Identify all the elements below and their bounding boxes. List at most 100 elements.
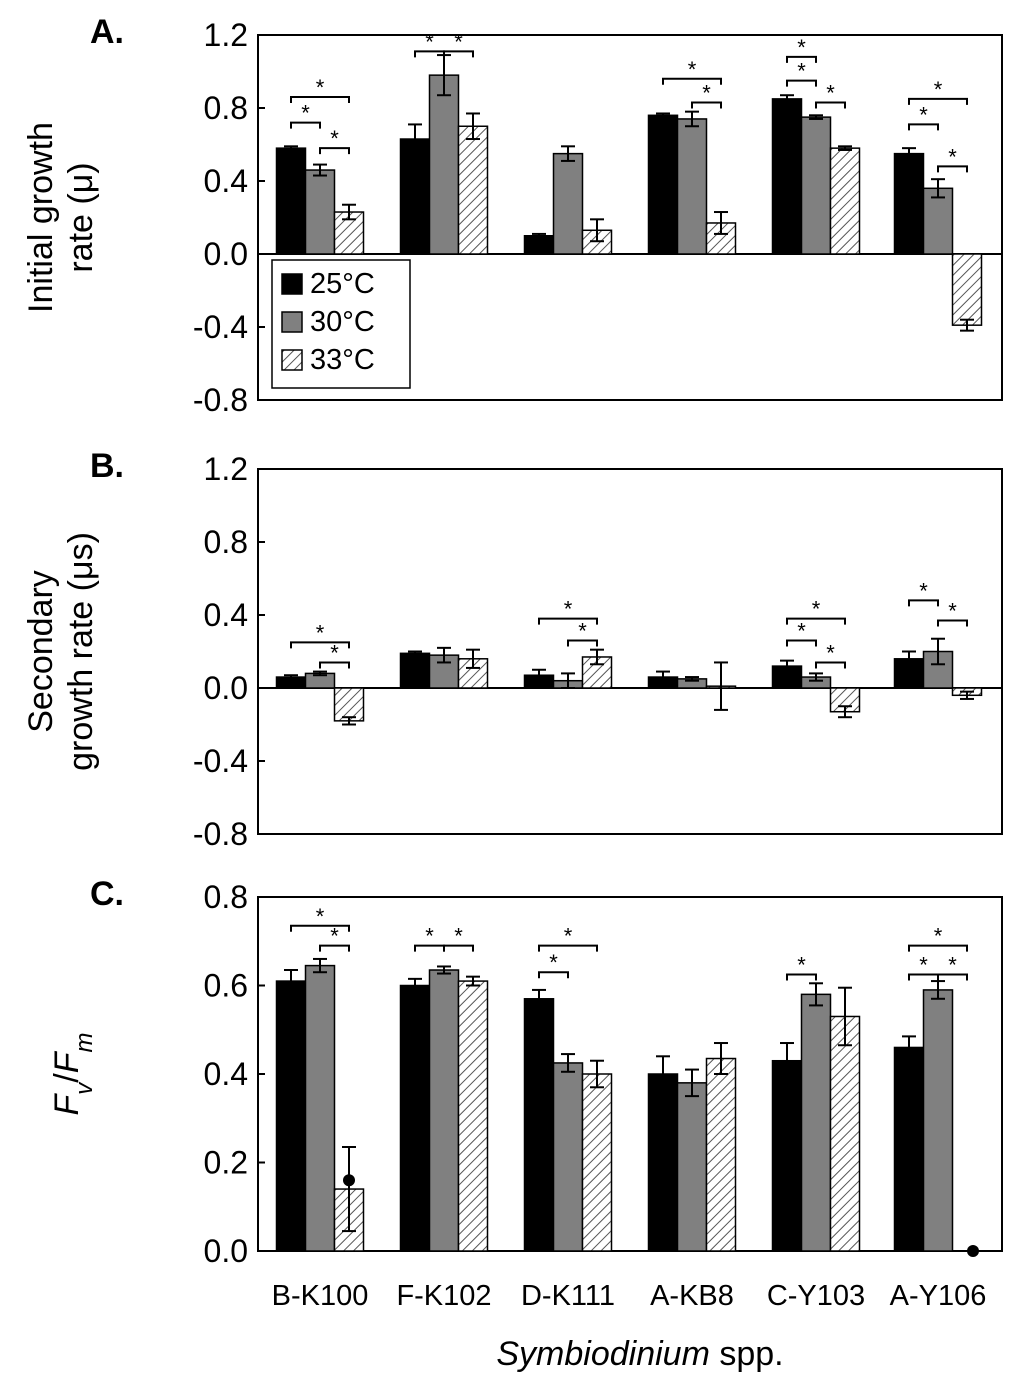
y-axis-title-part: m xyxy=(71,1032,98,1052)
significance-star: * xyxy=(919,102,928,127)
significance-star: * xyxy=(797,619,806,644)
y-tick-label: -0.8 xyxy=(193,382,248,418)
significance-bracket xyxy=(786,973,817,981)
y-axis-title: Fv/Fm xyxy=(48,1032,98,1115)
significance-star: * xyxy=(797,35,806,60)
plot-frame xyxy=(257,34,1003,401)
bar-25c xyxy=(893,1046,925,1252)
x-tick-label: A-Y106 xyxy=(890,1280,987,1312)
bar-25c xyxy=(647,114,679,255)
y-axis-title: Initial growthrate (μ) xyxy=(22,122,100,313)
bar-33c xyxy=(951,253,983,326)
significance-star: * xyxy=(948,144,957,169)
y-axis-title-line: Initial growth xyxy=(22,122,60,313)
legend-label: 25°C xyxy=(310,268,375,300)
significance-bracket xyxy=(538,944,598,952)
x-axis-title: Symbiodinium spp. xyxy=(496,1335,783,1373)
bar-33c xyxy=(457,980,489,1252)
x-tick-label: D-K111 xyxy=(521,1280,615,1312)
significance-star: * xyxy=(330,640,339,665)
plot-frame xyxy=(257,468,1003,835)
significance-bracket xyxy=(786,79,817,87)
significance-bracket xyxy=(815,661,846,669)
significance-star: * xyxy=(812,597,821,622)
bar-30c xyxy=(922,187,954,255)
bar-33c xyxy=(705,1057,737,1252)
y-tick-label: 0.4 xyxy=(204,597,248,633)
y-tick-label: 0.0 xyxy=(204,236,248,272)
significance-star: * xyxy=(948,598,957,623)
x-axis-category-labels: B-K100 F-K102 D-K111 A-KB8 C-Y103 A-Y106 xyxy=(272,1280,987,1312)
bar-30c xyxy=(676,1082,708,1252)
significance-bracket xyxy=(319,661,350,669)
significance-star: * xyxy=(316,904,325,929)
x-tick-label: F-K102 xyxy=(396,1280,491,1312)
significance-star: * xyxy=(702,81,711,106)
legend-swatch xyxy=(281,273,303,295)
bar-33c xyxy=(457,125,489,255)
significance-star: * xyxy=(948,952,957,977)
bar-33c xyxy=(581,1073,613,1252)
significance-bracket xyxy=(937,973,968,981)
y-tick-label: -0.8 xyxy=(193,816,248,852)
bar-33c xyxy=(333,687,365,722)
significance-bracket xyxy=(937,619,968,627)
dead-culture-marker xyxy=(967,1245,979,1257)
bar-25c xyxy=(893,152,925,255)
panel-label: C. xyxy=(90,875,124,913)
significance-star: * xyxy=(826,81,835,106)
y-axis-title-line: rate (μ) xyxy=(62,162,100,272)
x-tick-label: A-KB8 xyxy=(650,1280,734,1312)
panel-label: B. xyxy=(90,447,124,485)
x-axis-title-suffix: spp. xyxy=(710,1335,784,1373)
bar-25c xyxy=(647,1073,679,1252)
bar-33c xyxy=(829,147,861,255)
panel-b: 1.2 0.8 0.4 0.0 -0.4 -0.8 B. Secondarygrowth ra… xyxy=(22,447,1003,852)
bar-30c xyxy=(428,969,460,1252)
legend-label: 33°C xyxy=(310,344,375,376)
bar-30c xyxy=(552,152,584,255)
y-tick-label: 0.6 xyxy=(204,968,248,1004)
y-axis-title-part: F xyxy=(48,1050,86,1073)
bar-25c xyxy=(275,147,307,255)
plot-frame xyxy=(257,896,1003,1252)
significance-star: * xyxy=(564,597,573,622)
bar-30c xyxy=(800,993,832,1252)
y-axis-title: Secondarygrowth rate (μs) xyxy=(22,532,100,771)
significance-star: * xyxy=(797,952,806,977)
significance-star: * xyxy=(564,924,573,949)
significance-star: * xyxy=(454,29,463,54)
significance-bracket xyxy=(538,971,569,979)
significance-bracket xyxy=(662,77,722,85)
significance-bracket xyxy=(908,123,939,131)
significance-star: * xyxy=(330,126,339,151)
y-axis-title-part: v xyxy=(71,1081,98,1095)
bar-30c xyxy=(304,964,336,1252)
bar-30c xyxy=(552,1062,584,1252)
y-tick-label: 0.2 xyxy=(204,1145,248,1181)
y-tick-label: 0.0 xyxy=(204,670,248,706)
significance-bracket xyxy=(786,617,846,625)
bar-25c xyxy=(523,998,555,1252)
significance-star: * xyxy=(316,75,325,100)
significance-bracket xyxy=(815,101,846,109)
bar-25c xyxy=(399,138,431,255)
significance-star: * xyxy=(330,924,339,949)
y-tick-label: 0.8 xyxy=(204,90,248,126)
dead-culture-marker xyxy=(343,1174,355,1187)
y-axis-title-line: growth rate (μs) xyxy=(62,532,100,771)
y-tick-label: 1.2 xyxy=(204,451,248,487)
significance-star: * xyxy=(316,620,325,645)
bar-25c xyxy=(399,652,431,689)
bar-33c xyxy=(829,1015,861,1252)
legend-swatch xyxy=(281,311,303,333)
significance-star: * xyxy=(797,59,806,84)
y-tick-label: 0.4 xyxy=(204,1056,248,1092)
significance-bracket xyxy=(786,639,817,647)
y-tick-label: -0.4 xyxy=(193,309,248,345)
significance-bracket xyxy=(290,924,350,932)
x-axis-title-genus: Symbiodinium xyxy=(496,1335,710,1373)
significance-star: * xyxy=(301,101,310,126)
significance-bracket xyxy=(290,96,350,104)
